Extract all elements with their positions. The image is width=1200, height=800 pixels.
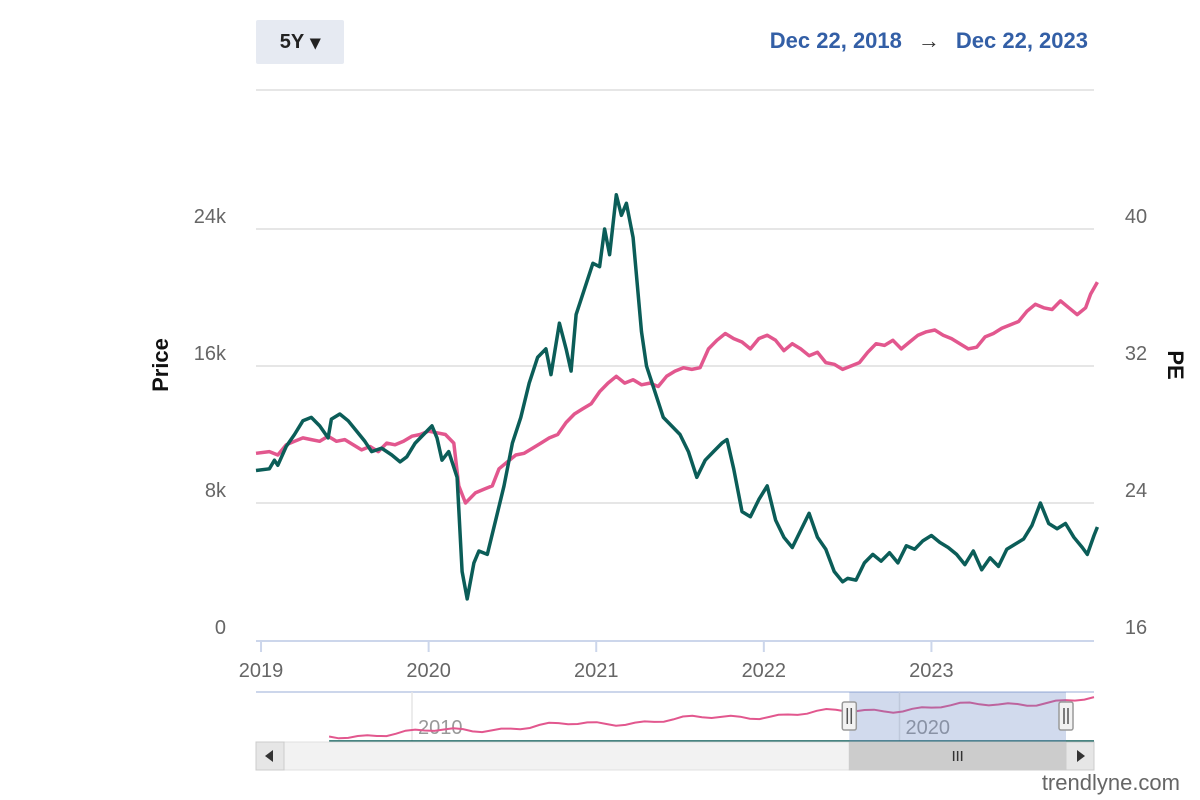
navigator-tick-label: 2010 xyxy=(418,717,463,739)
series-group xyxy=(255,193,1100,601)
navigator-handle-right[interactable] xyxy=(1058,701,1074,731)
navigator-tick-label: 2020 xyxy=(905,717,950,739)
range-selector-button[interactable]: 5Y ▾ xyxy=(256,20,344,64)
date-range-end[interactable]: Dec 22, 2023 xyxy=(955,28,1088,53)
pe-axis-ticks: 16 24 32 40 xyxy=(1125,206,1147,639)
x-axis: 2019 2020 2021 2022 2023 xyxy=(239,640,1094,682)
chevron-left-icon xyxy=(265,750,273,762)
x-tick-label: 2022 xyxy=(742,660,787,682)
price-axis-ticks: 0 8k 16k 24k xyxy=(194,206,227,639)
navigator-series-line xyxy=(328,696,1095,740)
pe-tick-label: 32 xyxy=(1125,343,1147,365)
date-range: Dec 22, 2018 → Dec 22, 2023 xyxy=(770,26,1088,56)
x-tick-label: 2020 xyxy=(406,660,451,682)
price-tick-label: 0 xyxy=(215,617,226,639)
x-tick-label: 2019 xyxy=(239,660,284,682)
navigator-handle-left[interactable] xyxy=(841,701,858,731)
price-tick-label: 8k xyxy=(205,480,227,502)
pe-tick-label: 16 xyxy=(1125,617,1147,639)
price-series-line xyxy=(255,193,1100,601)
pe-tick-label: 40 xyxy=(1125,206,1147,228)
scrollbar[interactable] xyxy=(255,741,1095,771)
x-tick-label: 2023 xyxy=(909,660,954,682)
pe-tick-label: 24 xyxy=(1125,480,1147,502)
navigator-selection[interactable] xyxy=(849,692,1066,742)
arrow-right-icon: → xyxy=(917,28,940,53)
scroll-left-button[interactable] xyxy=(255,741,285,771)
scroll-right-button[interactable] xyxy=(1065,741,1095,771)
grid-lines xyxy=(256,89,1094,504)
navigator[interactable]: 2010 2020 xyxy=(255,691,1095,771)
scrollbar-thumb[interactable] xyxy=(848,741,1067,771)
chevron-right-icon xyxy=(1077,750,1085,762)
range-selector-label: 5Y xyxy=(279,30,305,53)
pe-series-line xyxy=(255,281,1099,505)
price-axis-title: Price xyxy=(148,338,173,392)
date-range-start[interactable]: Dec 22, 2018 xyxy=(769,28,902,53)
price-tick-label: 24k xyxy=(194,206,227,228)
price-tick-label: 16k xyxy=(194,343,227,365)
chevron-down-icon: ▾ xyxy=(310,31,321,54)
pe-axis-title: PE xyxy=(1163,350,1188,379)
watermark: trendlyne.com xyxy=(1041,770,1180,795)
x-tick-label: 2021 xyxy=(574,660,619,682)
